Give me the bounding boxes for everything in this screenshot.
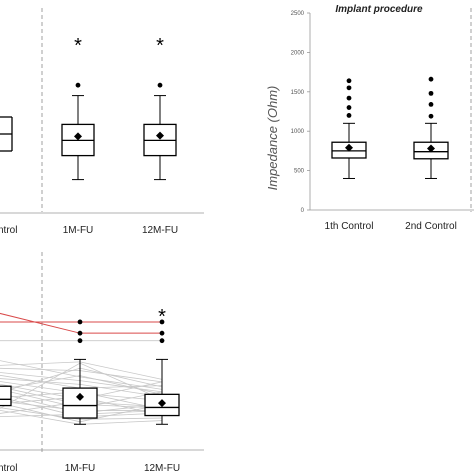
box-2nd-control-outlier-1 [428, 113, 434, 119]
y-tick-label-4: 2000 [291, 50, 305, 56]
y-tick-label-3: 1500 [291, 90, 305, 96]
chart-title: Implant procedure [335, 4, 423, 15]
x-tick-label-12m-fu: 12M-FU [144, 463, 180, 474]
y-tick-label-2: 1000 [291, 129, 305, 135]
x-tick-label-control: ntrol [0, 463, 17, 474]
box-12m-fu-outlier-2 [159, 330, 165, 336]
panel-top-right: 0 500 1000 1500 2000 2500 Implant procedure Imp… [265, 4, 474, 232]
significance-star-1m-fu: * [74, 35, 82, 57]
box-2nd-control-outlier-3 [428, 90, 434, 96]
box-1th-control-mean-marker [345, 143, 353, 152]
box-1th-control-outlier-1 [346, 113, 352, 118]
box-1m-fu-outlier-2 [77, 330, 83, 336]
box-1m-fu-box [62, 387, 98, 419]
box-1m-fu-mean-marker [74, 132, 82, 141]
x-tick-label-0: 1th Control [325, 221, 374, 232]
y-tick-label-5: 2500 [291, 11, 305, 17]
y-tick-label-0: 0 [301, 208, 305, 214]
box-12m-fu-mean-marker [156, 131, 164, 140]
box-2nd-control-outlier-4 [428, 76, 434, 82]
x-tick-label-12m-fu: 12M-FU [142, 225, 178, 236]
x-tick-label-1m-fu: 1M-FU [63, 225, 94, 236]
significance-star-12m-fu: * [158, 306, 166, 328]
box-12m-fu-outlier-3 [159, 319, 165, 325]
y-tick-label-1: 500 [294, 169, 305, 175]
box-12m-fu-outlier-1 [157, 82, 163, 88]
x-tick-label-1: 2nd Control [405, 221, 457, 232]
box-1m-fu-outlier-1 [77, 338, 83, 344]
box-1th-control-outlier-2 [346, 105, 352, 110]
panel-bottom-left: ntrol 1M-FU 12M-FU * [0, 252, 204, 474]
box-12m-fu-outlier-1 [159, 338, 165, 344]
box-12m-fu-mean-marker [158, 399, 166, 408]
box-1m-fu-mean-marker [76, 392, 84, 401]
box-1th-control-outlier-5 [346, 78, 352, 84]
box-1m-fu-outlier-3 [77, 319, 83, 325]
box-control-box [0, 385, 12, 407]
x-tick-label-1m-fu: 1M-FU [65, 463, 96, 474]
box-1m-fu-outlier-1 [75, 82, 81, 88]
box-2nd-control-mean-marker [427, 144, 435, 153]
y-axis-title: Impedance (Ohm) [265, 86, 280, 191]
significance-star-12m-fu: * [156, 35, 164, 57]
x-tick-label-control: ntrol [0, 225, 17, 236]
box-1th-control-outlier-4 [346, 85, 352, 91]
box-2nd-control-outlier-2 [428, 102, 434, 107]
box-1th-control-outlier-3 [346, 95, 352, 101]
panel-top-left: ntrol 1M-FU 12M-FU * * [0, 8, 204, 236]
